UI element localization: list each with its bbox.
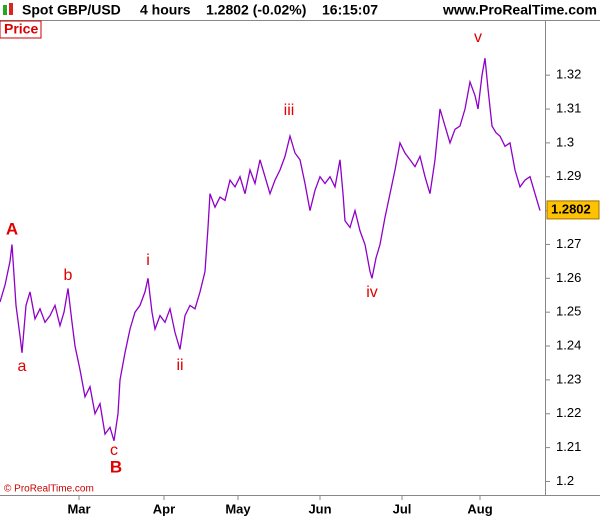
x-tick-label: Apr [153,501,175,516]
header-bar [0,0,600,20]
wave-label: A [6,219,18,238]
quote: 1.2802 (-0.02%) [206,2,306,18]
wave-label: iii [284,102,295,119]
y-tick-label: 1.27 [556,236,581,251]
candle-icon [3,5,7,15]
y-tick-label: 1.29 [556,168,581,183]
wave-label: ii [176,357,183,374]
wave-label: v [474,29,482,46]
y-tick-label: 1.26 [556,270,581,285]
last-price-label: 1.2802 [551,201,591,216]
y-tick-label: 1.24 [556,337,581,352]
y-tick-label: 1.21 [556,439,581,454]
copyright: © ProRealTime.com [4,484,94,495]
y-tick-label: 1.25 [556,304,581,319]
site: www.ProRealTime.com [442,2,597,18]
y-tick-label: 1.31 [556,100,581,115]
wave-label: b [64,267,73,284]
y-tick-label: 1.23 [556,371,581,386]
last-price-box [546,200,600,220]
x-tick-label: Jun [308,501,331,516]
panel-label-box [0,20,42,39]
price-line [0,58,541,441]
wave-label: a [18,358,27,375]
y-tick-label: 1.22 [556,405,581,420]
wave-label: i [146,252,150,269]
instrument: Spot GBP/USD [22,2,121,18]
time: 16:15:07 [322,2,378,18]
timeframe: 4 hours [140,2,191,18]
y-tick-label: 1.3 [556,134,574,149]
candle-icon [9,3,13,15]
x-tick-label: May [225,501,251,516]
panel-label: Price [4,21,38,37]
x-tick-label: Mar [67,501,90,516]
wave-label: iv [366,284,378,301]
wave-label: c [110,442,118,459]
x-tick-label: Jul [393,501,412,516]
x-tick-label: Aug [467,501,492,516]
y-tick-label: 1.2 [556,473,574,488]
y-tick-label: 1.32 [556,67,581,82]
wave-label: B [110,457,122,476]
